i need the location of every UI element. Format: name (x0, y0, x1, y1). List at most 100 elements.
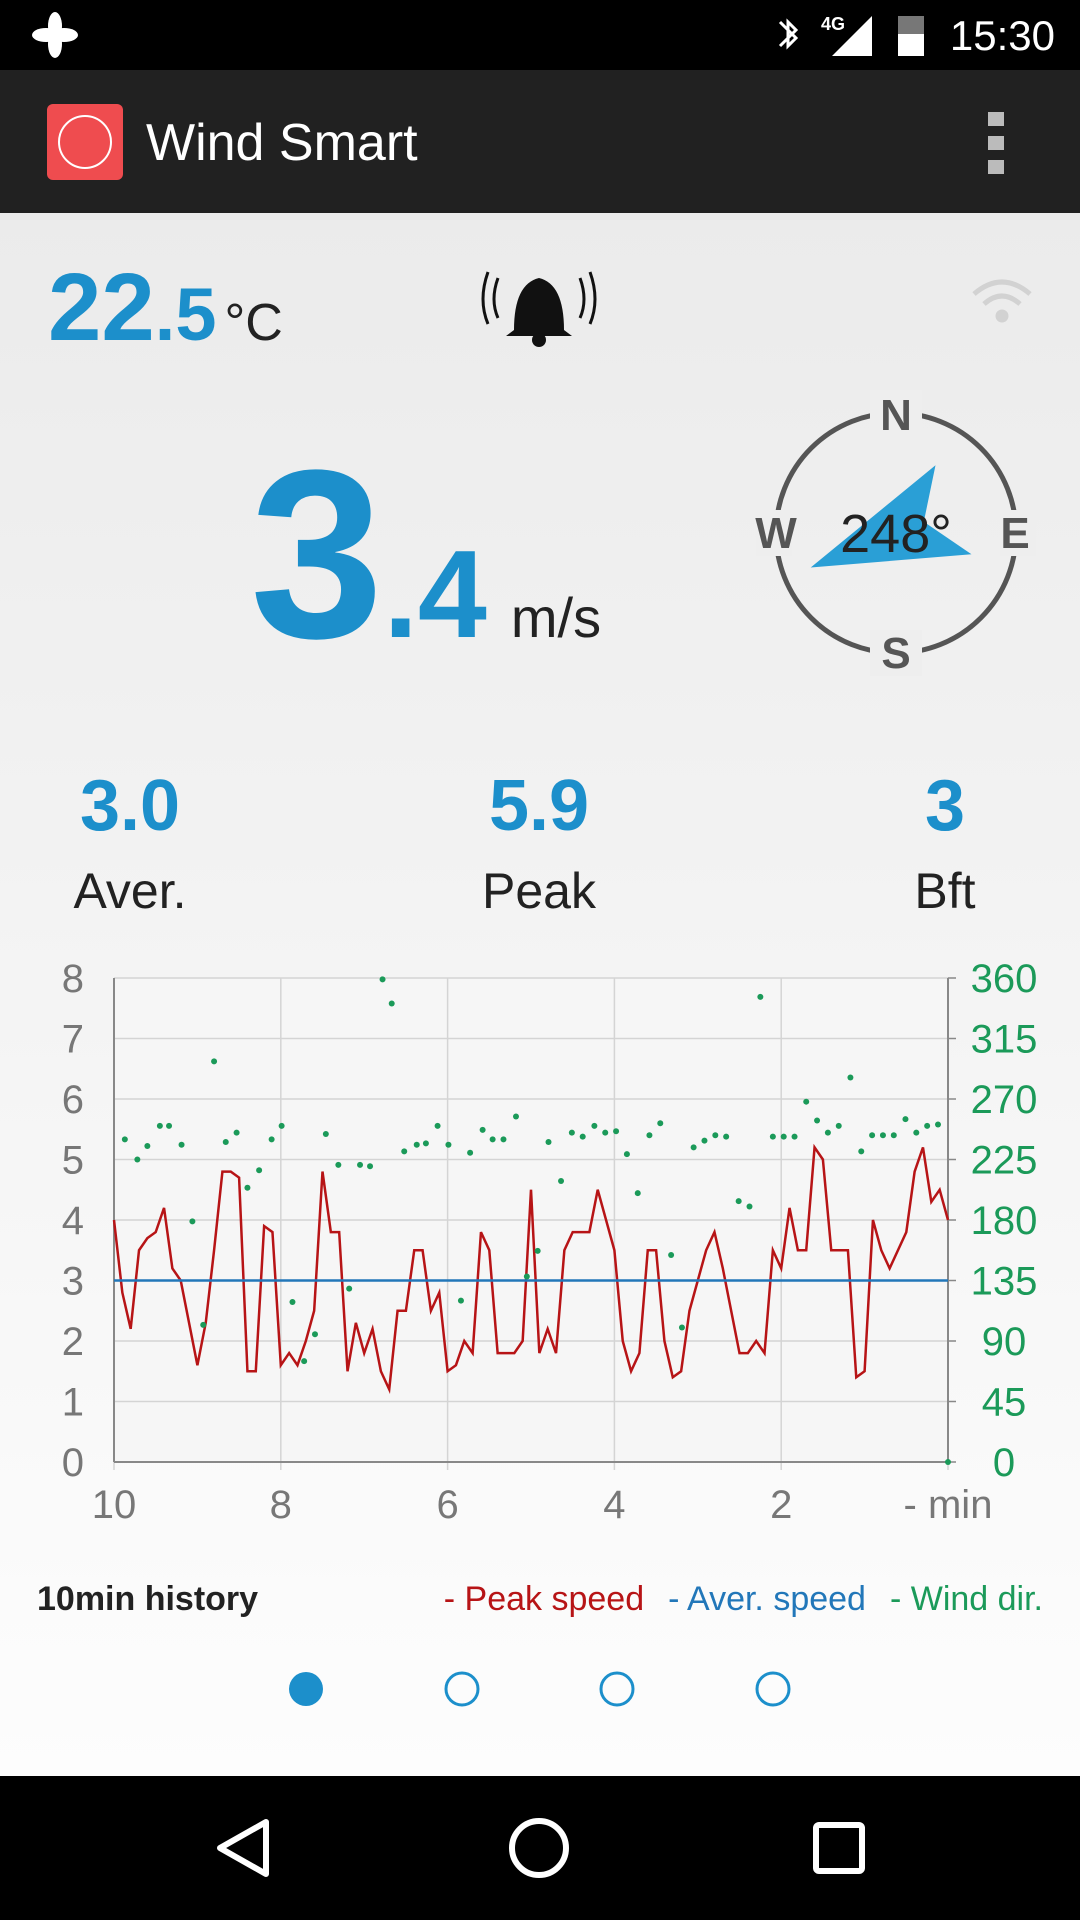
wind-dir-point (623, 1151, 630, 1158)
wind-dir-point (545, 1139, 552, 1146)
app-bar (0, 70, 1080, 213)
y2-tick-label: 45 (982, 1381, 1027, 1425)
wind-dir-point (144, 1143, 151, 1150)
wind-dir-point (678, 1324, 685, 1331)
wind-dir-point (913, 1129, 920, 1136)
app-icon-ring (58, 115, 112, 169)
wind-dir-point (166, 1122, 173, 1129)
y2-tick-label: 270 (971, 1078, 1038, 1122)
wind-dir-point (824, 1129, 831, 1136)
wind-dir-point (457, 1297, 464, 1304)
wind-dir-point (379, 976, 386, 983)
wind-dir-point (858, 1148, 865, 1155)
y-tick-label: 6 (62, 1078, 84, 1122)
wind-speed-whole: 3 (250, 420, 383, 688)
series-line (112, 1143, 950, 1395)
stat-value: 3 (925, 766, 965, 846)
wind-dir-point (735, 1198, 742, 1205)
wind-dir-point (534, 1247, 541, 1254)
alarm-bell[interactable] (481, 271, 597, 347)
overflow-menu[interactable] (988, 112, 1004, 174)
page-dot[interactable] (444, 1671, 480, 1707)
wind-dir-point (256, 1167, 263, 1174)
x-tick-label: 8 (270, 1483, 292, 1527)
fan-icon (32, 12, 78, 58)
wind-dir-point (311, 1331, 318, 1338)
wind-dir-point (268, 1136, 275, 1143)
wind-dir-point (211, 1058, 218, 1065)
chart-title: 10min history (37, 1580, 258, 1618)
legend-item: - Peak speed (444, 1580, 644, 1618)
y-tick-label: 3 (62, 1260, 84, 1304)
wind-dir-point (445, 1141, 452, 1148)
x-tick-label: 10 (92, 1483, 137, 1527)
wind-dir-point (500, 1136, 507, 1143)
compass: N E S W 248° (755, 390, 1036, 678)
wind-dir-point (847, 1074, 854, 1081)
page-dot[interactable] (755, 1671, 791, 1707)
x-tick-label: 2 (770, 1483, 792, 1527)
wind-dir-point (523, 1273, 530, 1280)
wind-dir-point (646, 1132, 653, 1139)
wind-dir-point (814, 1117, 821, 1124)
wind-dir-point (479, 1126, 486, 1133)
wind-dir-point (189, 1218, 196, 1225)
wind-dir-point (222, 1139, 229, 1146)
wind-dir-point (879, 1132, 886, 1139)
stat-value: 3.0 (80, 766, 180, 846)
compass-n: N (880, 391, 912, 440)
stat-value: 5.9 (489, 766, 589, 846)
wind-dir-point (791, 1133, 798, 1140)
wind-dir-point (558, 1178, 565, 1185)
wind-dir-point (401, 1148, 408, 1155)
temperature-unit: °C (225, 294, 283, 352)
wind-speed-unit: m/s (511, 586, 601, 649)
wind-dir-point (780, 1133, 787, 1140)
stats: 3.0 Aver. 5.9 Peak 3 Bft (73, 766, 975, 919)
wind-dir-point (357, 1161, 364, 1168)
wind-dir-point (945, 1459, 951, 1465)
wind-speed-decimal: .4 (383, 526, 486, 664)
signal-icon (832, 16, 872, 56)
compass-s: S (881, 629, 910, 678)
wind-dir-point (890, 1132, 897, 1139)
page-dot[interactable] (599, 1671, 635, 1707)
wind-dir-point (602, 1129, 609, 1136)
y2-tick-label: 315 (971, 1018, 1038, 1062)
wind-dir-point (902, 1116, 909, 1123)
wind-dir-point (413, 1141, 420, 1148)
y2-tick-label: 90 (982, 1320, 1027, 1364)
y-tick-label: 8 (62, 957, 84, 1001)
wind-dir-point (757, 993, 764, 1000)
compass-e: E (1000, 509, 1029, 558)
wind-dir-point (803, 1098, 810, 1105)
nav-recents[interactable] (813, 1822, 865, 1874)
y2-tick-label: 180 (971, 1199, 1038, 1243)
y2-tick-label: 225 (971, 1139, 1038, 1183)
page-dot[interactable] (289, 1672, 323, 1706)
wind-dir-point (388, 1000, 395, 1007)
x-tick-label: - min (904, 1483, 993, 1527)
wind-dir-point (121, 1136, 128, 1143)
wind-dir-point (244, 1184, 251, 1191)
wind-dir-point (335, 1161, 342, 1168)
y-tick-label: 7 (62, 1018, 84, 1062)
wind-dir-point (657, 1120, 664, 1127)
y2-tick-label: 360 (971, 957, 1038, 1001)
wind-dir-point (467, 1149, 474, 1156)
wind-dir-point (134, 1156, 141, 1163)
nav-back[interactable] (217, 1819, 269, 1877)
stat-label: Aver. (73, 863, 186, 919)
x-tick-label: 4 (603, 1483, 625, 1527)
compass-w: W (755, 509, 797, 558)
wind-speed: 3.4 m/s (250, 420, 601, 688)
wind-dir-point (835, 1122, 842, 1129)
nav-home[interactable] (509, 1818, 569, 1878)
wind-dir-point (289, 1299, 296, 1306)
x-tick-label: 6 (436, 1483, 458, 1527)
legend-item: - Wind dir. (890, 1580, 1043, 1618)
wind-dir-point (568, 1129, 575, 1136)
temperature-decimal: .5 (155, 273, 217, 356)
wind-dir-point (233, 1129, 240, 1136)
